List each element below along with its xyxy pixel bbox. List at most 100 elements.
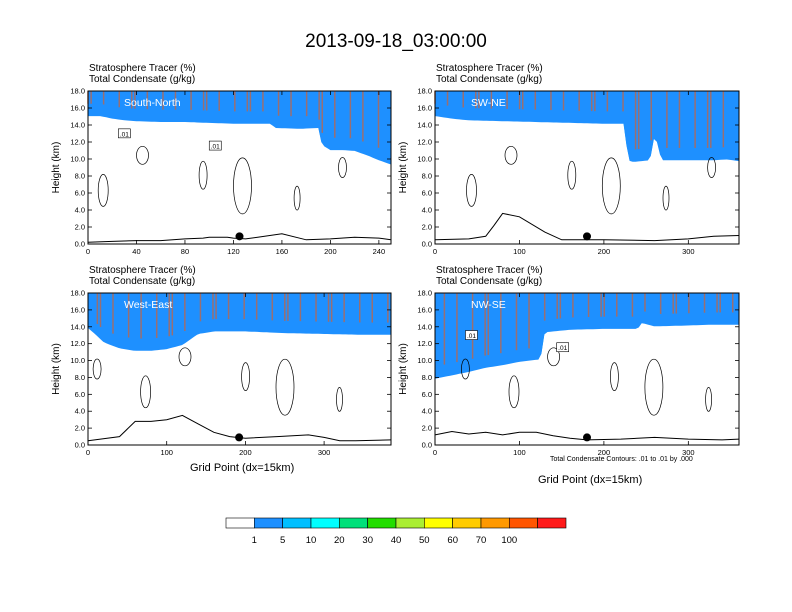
header-line-tracer: Stratosphere Tracer (%) [436, 265, 543, 276]
panel-frame [87, 292, 392, 446]
y-axis-label: Height (km) [51, 142, 62, 194]
y-tick-label: 0.0 [422, 441, 432, 450]
colorbar-label: 20 [334, 535, 345, 546]
y-tick-label: 8.0 [422, 373, 432, 382]
panel-header-1: Stratosphere Tracer (%) Total Condensate… [89, 63, 196, 85]
y-tick-label: 8.0 [75, 172, 85, 181]
y-tick-label: 18.0 [70, 289, 85, 298]
panel-label: South-North [124, 97, 181, 109]
condensate-contour [567, 160, 577, 190]
x-tick-label: 160 [276, 247, 289, 256]
xaxis-title-right: Grid Point (dx=15km) [538, 474, 643, 486]
colorbar-label: 40 [391, 535, 402, 546]
header-line-tracer: Stratosphere Tracer (%) [89, 63, 196, 74]
y-tick-label: 16.0 [70, 104, 85, 113]
colorbar-label: 60 [447, 535, 458, 546]
contour-label: .01 [558, 345, 567, 352]
colorbar-box [310, 517, 340, 529]
terrain-line [434, 212, 740, 242]
tracer-band-level-1 [88, 293, 391, 351]
y-tick-label: 0.0 [75, 240, 85, 249]
x-tick-label: 300 [682, 247, 695, 256]
y-tick-label: 16.0 [417, 104, 432, 113]
colorbar-box [254, 517, 283, 529]
y-tick-label: 0.0 [75, 441, 85, 450]
y-tick-label: 0.0 [422, 240, 432, 249]
contour-label: .01 [467, 333, 476, 340]
panel-label: SW-NE [471, 97, 506, 109]
x-tick-label: 0 [433, 247, 437, 256]
condensate-contour [338, 157, 347, 178]
terrain-line [87, 233, 392, 243]
header-line-tracer: Stratosphere Tracer (%) [436, 63, 543, 74]
tracer-band-level-1 [435, 91, 739, 162]
y-tick-label: 2.0 [75, 223, 85, 232]
condensate-contour [508, 375, 520, 409]
x-tick-label: 200 [598, 448, 611, 457]
condensate-contour [92, 358, 102, 380]
contour-label-box [556, 342, 569, 353]
y-tick-label: 6.0 [75, 189, 85, 198]
y-tick-label: 10.0 [417, 356, 432, 365]
y-tick-label: 8.0 [75, 373, 85, 382]
tracer-band-level-1 [88, 91, 391, 165]
panel-sw-ne: SW-NE 0.0 2.0 4.0 6.0 8.0 10.0 12.0 14.0 16.0 18.0… [398, 87, 740, 256]
condensate-contour [610, 362, 619, 391]
colorbar-box [537, 517, 567, 529]
y-tick-label: 10.0 [70, 155, 85, 164]
condensate-contour [466, 174, 477, 207]
city-marker-dot [583, 232, 591, 241]
y-tick-label: 18.0 [417, 289, 432, 298]
condensate-contour [293, 185, 301, 211]
y-tick-label: 8.0 [422, 172, 432, 181]
contour-label-box [208, 140, 222, 151]
y-tick-label: 2.0 [422, 223, 432, 232]
colorbar-label: 30 [362, 535, 373, 546]
x-tick-label: 0 [86, 448, 90, 457]
y-tick-label: 14.0 [417, 121, 432, 130]
x-tick-label: 300 [682, 448, 695, 457]
header-line-condensate: Total Condensate (g/kg) [436, 74, 543, 85]
condensate-contour [336, 387, 343, 412]
panel-label: NW-SE [471, 299, 506, 311]
colorbar-box [508, 517, 538, 529]
panel-south-north: .01 .01 South-North 0.0 2.0 4.0 6.0 8.0 10.0 12.0… [51, 87, 392, 256]
contour-label-box [465, 330, 478, 340]
colorbar-label: 5 [280, 535, 285, 546]
x-tick-label: 100 [160, 448, 173, 457]
condensate-contour [461, 358, 470, 380]
city-marker-dot [235, 433, 244, 442]
condensate-contour [644, 358, 664, 416]
colorbar-label: 50 [419, 535, 430, 546]
condensate-contour [140, 375, 151, 409]
y-tick-label: 6.0 [422, 189, 432, 198]
condensate-contour [547, 347, 560, 367]
colorbar-box [452, 517, 482, 529]
y-axis-label: Height (km) [398, 142, 409, 194]
x-tick-label: 0 [86, 247, 90, 256]
panel-frame [87, 90, 392, 245]
condensate-contour [136, 145, 149, 165]
colorbar-box [423, 517, 453, 529]
colorbar-box [395, 517, 425, 529]
contour-footnote: Total Condensate Contours: .01 to .01 by… [550, 456, 693, 463]
colorbar-label: 10 [306, 535, 317, 546]
colorbar-box [282, 517, 312, 529]
condensate-contour [705, 387, 712, 412]
y-tick-label: 10.0 [70, 356, 85, 365]
y-axis-label: Height (km) [398, 343, 409, 395]
x-tick-label: 120 [227, 247, 240, 256]
panel-nw-se: .01 .01 NW-SE 0.0 2.0 4.0 6.0 8.0 10.0 12.0 14.0 16… [398, 289, 740, 457]
y-tick-label: 2.0 [75, 424, 85, 433]
x-tick-label: 200 [239, 448, 252, 457]
colorbar: 1 5 10 20 30 40 50 60 70 100 [225, 517, 567, 546]
x-tick-label: 300 [318, 448, 331, 457]
y-tick-label: 2.0 [422, 424, 432, 433]
y-tick-label: 14.0 [70, 322, 85, 331]
x-tick-label: 80 [181, 247, 189, 256]
panel-frame [434, 292, 740, 446]
y-axis-label: Height (km) [51, 343, 62, 395]
xaxis-title-left: Grid Point (dx=15km) [190, 462, 295, 474]
contour-label: .01 [120, 131, 129, 138]
